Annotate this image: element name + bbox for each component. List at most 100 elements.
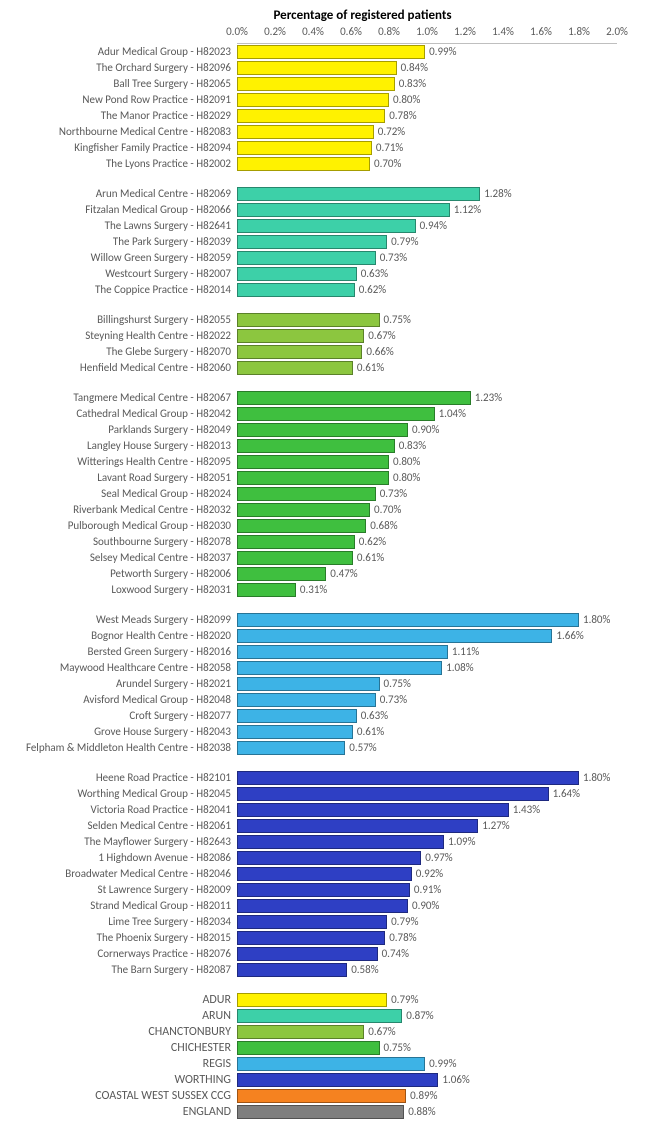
x-tick-label: 1.4% bbox=[492, 25, 514, 38]
data-row: Cornerways Practice - H820760.74% bbox=[237, 946, 617, 962]
bar bbox=[237, 439, 395, 453]
value-label: 0.99% bbox=[425, 1056, 456, 1072]
row-label: Selden Medical Centre - H82061 bbox=[87, 818, 237, 834]
value-label: 0.66% bbox=[362, 344, 393, 360]
data-row: Adur Medical Group - H820230.99% bbox=[237, 44, 617, 60]
bar bbox=[237, 613, 579, 627]
bar bbox=[237, 407, 435, 421]
data-row: Bognor Health Centre - H820201.66% bbox=[237, 628, 617, 644]
value-label: 1.09% bbox=[444, 834, 475, 850]
data-row: Avisford Medical Group - H820480.73% bbox=[237, 692, 617, 708]
value-label: 0.91% bbox=[410, 882, 441, 898]
row-label: Southbourne Surgery - H82078 bbox=[93, 534, 237, 550]
data-row: Strand Medical Group - H820110.90% bbox=[237, 898, 617, 914]
row-label: Croft Surgery - H82077 bbox=[129, 708, 237, 724]
row-label: Henfield Medical Centre - H82060 bbox=[80, 360, 237, 376]
bar bbox=[237, 899, 408, 913]
bar bbox=[237, 283, 355, 297]
data-row: Southbourne Surgery - H820780.62% bbox=[237, 534, 617, 550]
data-row: Riverbank Medical Centre - H820320.70% bbox=[237, 502, 617, 518]
data-row: The Orchard Surgery - H820960.84% bbox=[237, 60, 617, 76]
bar-chart: Percentage of registered patients 0.0%0.… bbox=[12, 8, 633, 1120]
row-label: Billingshurst Surgery - H82055 bbox=[97, 312, 237, 328]
row-label: St Lawrence Surgery - H82009 bbox=[98, 882, 237, 898]
value-label: 0.80% bbox=[389, 92, 420, 108]
row-label: Bersted Green Surgery - H82016 bbox=[88, 644, 237, 660]
row-label: Ball Tree Surgery - H82065 bbox=[113, 76, 237, 92]
value-label: 0.57% bbox=[345, 740, 376, 756]
row-label: Cathedral Medical Group - H82042 bbox=[76, 406, 237, 422]
bar bbox=[237, 819, 478, 833]
data-row: The Glebe Surgery - H820700.66% bbox=[237, 344, 617, 360]
row-label: CHICHESTER bbox=[171, 1040, 237, 1056]
bar bbox=[237, 93, 389, 107]
bar bbox=[237, 251, 376, 265]
bar bbox=[237, 471, 389, 485]
value-label: 0.78% bbox=[385, 930, 416, 946]
row-label: Langley House Surgery - H82013 bbox=[87, 438, 237, 454]
bar bbox=[237, 851, 421, 865]
x-tick-label: 2.0% bbox=[606, 25, 628, 38]
bar bbox=[237, 947, 378, 961]
data-row: Pulborough Medical Group - H820300.68% bbox=[237, 518, 617, 534]
bar bbox=[237, 551, 353, 565]
bar bbox=[237, 219, 416, 233]
summary-row: ENGLAND0.88% bbox=[237, 1104, 617, 1120]
value-label: 0.89% bbox=[406, 1088, 437, 1104]
data-row: The Coppice Practice - H820140.62% bbox=[237, 282, 617, 298]
bar bbox=[237, 725, 353, 739]
bar bbox=[237, 867, 412, 881]
data-row: Croft Surgery - H820770.63% bbox=[237, 708, 617, 724]
bar bbox=[237, 125, 374, 139]
bar bbox=[237, 567, 326, 581]
bar bbox=[237, 787, 549, 801]
row-label: Westcourt Surgery - H82007 bbox=[105, 266, 237, 282]
bar bbox=[237, 503, 370, 517]
value-label: 0.74% bbox=[378, 946, 409, 962]
value-label: 0.63% bbox=[357, 266, 388, 282]
data-row: Arundel Surgery - H820210.75% bbox=[237, 676, 617, 692]
bar bbox=[237, 835, 444, 849]
bar bbox=[237, 1025, 364, 1039]
x-axis: 0.0%0.2%0.4%0.6%0.8%1.0%1.2%1.4%1.6%1.8%… bbox=[237, 25, 617, 43]
bar bbox=[237, 61, 397, 75]
data-row: Kingfisher Family Practice - H820940.71% bbox=[237, 140, 617, 156]
x-tick-label: 0.4% bbox=[302, 25, 324, 38]
value-label: 0.67% bbox=[364, 1024, 395, 1040]
data-row: 1 Highdown Avenue - H820860.97% bbox=[237, 850, 617, 866]
row-label: The Coppice Practice - H82014 bbox=[95, 282, 237, 298]
bar bbox=[237, 1089, 406, 1103]
value-label: 1.43% bbox=[509, 802, 540, 818]
data-row: Fitzalan Medical Group - H820661.12% bbox=[237, 202, 617, 218]
data-row: Arun Medical Centre - H820691.28% bbox=[237, 186, 617, 202]
row-label: WORTHING bbox=[174, 1072, 237, 1088]
data-row: Parklands Surgery - H820490.90% bbox=[237, 422, 617, 438]
row-label: The Mayflower Surgery - H82643 bbox=[84, 834, 237, 850]
x-tick-label: 1.2% bbox=[454, 25, 476, 38]
data-row: New Pond Row Practice - H820910.80% bbox=[237, 92, 617, 108]
bar bbox=[237, 77, 395, 91]
row-label: The Phoenix Surgery - H82015 bbox=[97, 930, 237, 946]
data-row: Westcourt Surgery - H820070.63% bbox=[237, 266, 617, 282]
data-row: Willow Green Surgery - H820590.73% bbox=[237, 250, 617, 266]
value-label: 1.08% bbox=[442, 660, 473, 676]
value-label: 0.79% bbox=[387, 992, 418, 1008]
value-label: 1.28% bbox=[480, 186, 511, 202]
bar bbox=[237, 1105, 404, 1119]
row-label: Arundel Surgery - H82021 bbox=[116, 676, 237, 692]
data-row: Grove House Surgery - H820430.61% bbox=[237, 724, 617, 740]
row-label: CHANCTONBURY bbox=[148, 1024, 237, 1040]
bar bbox=[237, 709, 357, 723]
value-label: 0.79% bbox=[387, 234, 418, 250]
data-row: Broadwater Medical Centre - H820460.92% bbox=[237, 866, 617, 882]
row-label: Strand Medical Group - H82011 bbox=[90, 898, 237, 914]
bar bbox=[237, 883, 410, 897]
summary-row: ADUR0.79% bbox=[237, 992, 617, 1008]
row-label: The Barn Surgery - H82087 bbox=[112, 962, 237, 978]
data-row: Henfield Medical Centre - H820600.61% bbox=[237, 360, 617, 376]
row-label: Tangmere Medical Centre - H82067 bbox=[73, 390, 237, 406]
bar bbox=[237, 1041, 380, 1055]
value-label: 1.80% bbox=[579, 612, 610, 628]
value-label: 0.70% bbox=[370, 156, 401, 172]
value-label: 0.72% bbox=[374, 124, 405, 140]
